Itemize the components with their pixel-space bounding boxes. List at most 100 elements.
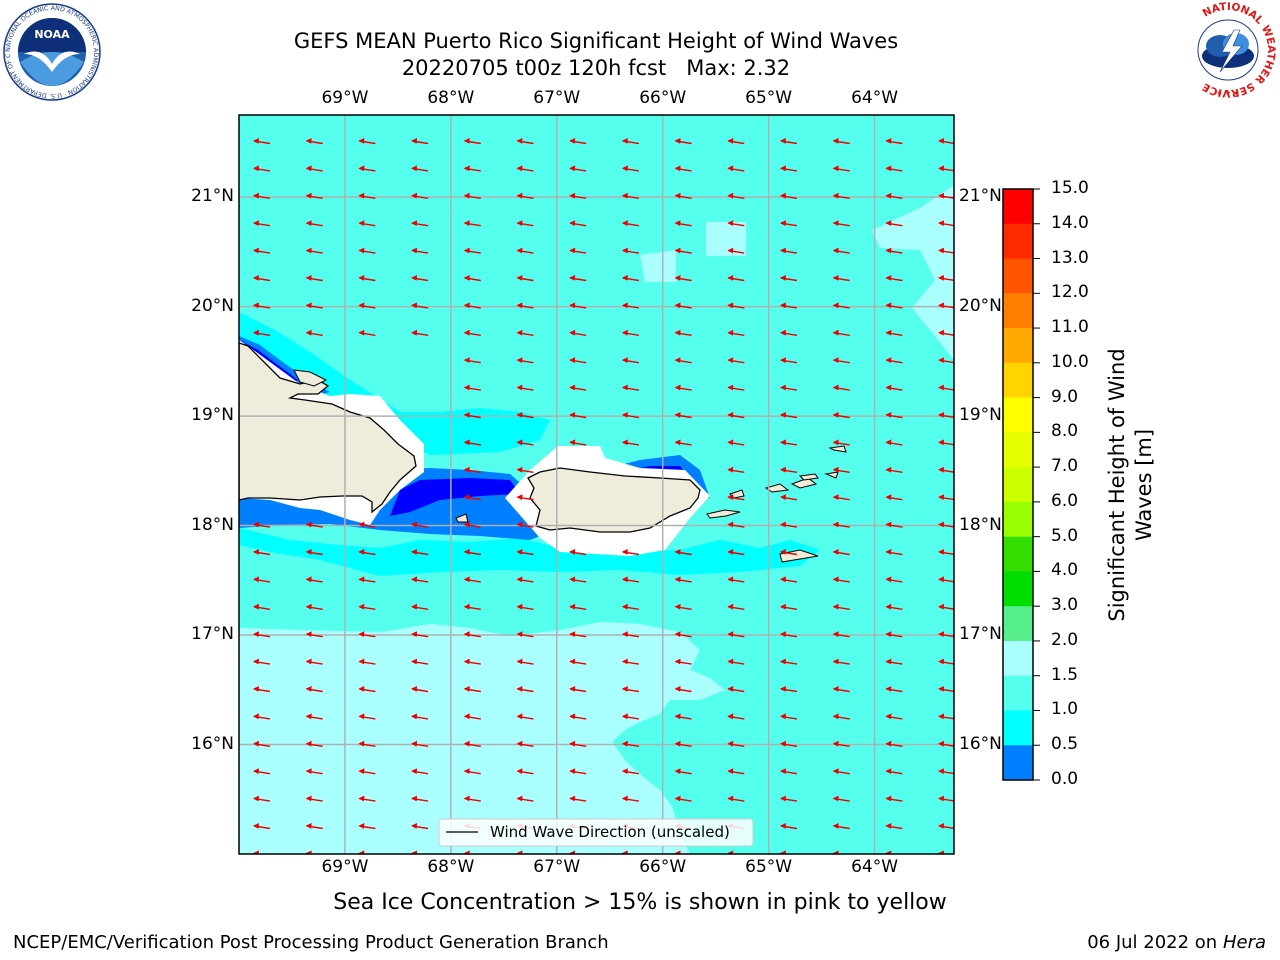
wave-direction-arrow [832, 412, 850, 419]
wave-direction-arrow [358, 740, 376, 747]
wave-direction-arrow [516, 494, 534, 501]
wave-direction-arrow [516, 165, 534, 172]
wave-direction-arrow [727, 247, 745, 254]
wave-direction-arrow [516, 686, 534, 693]
colorbar-tick-label: 7.0 [1051, 456, 1079, 477]
wave-direction-arrow [463, 466, 481, 473]
wave-direction-arrow [463, 357, 481, 364]
wave-direction-arrow [358, 247, 376, 254]
wave-direction-arrow [463, 247, 481, 254]
wave-direction-arrow [463, 576, 481, 583]
wave-direction-arrow [885, 603, 903, 610]
wave-direction-arrow [411, 329, 429, 336]
top-lon-tick-label: 67°W [533, 88, 581, 108]
wave-direction-arrow [411, 686, 429, 693]
wave-direction-arrow [885, 357, 903, 364]
wave-direction-arrow [305, 740, 323, 747]
colorbar-band [1003, 397, 1033, 433]
wave-direction-arrow [674, 768, 692, 775]
colorbar-tick-label: 0.0 [1051, 769, 1079, 789]
wave-direction-arrow [463, 521, 481, 528]
wave-direction-arrow [727, 795, 745, 802]
wave-direction-arrow [621, 357, 640, 364]
land-vieques [706, 509, 741, 519]
left-lat-tick-label: 18°N [191, 514, 234, 535]
wave-direction-arrow [832, 549, 850, 556]
wave-direction-arrow [832, 165, 850, 172]
wave-direction-arrow [358, 768, 376, 775]
wave-direction-arrow [938, 713, 954, 720]
wave-direction-arrow [832, 658, 850, 665]
colorbar-band [1003, 501, 1033, 538]
wave-direction-arrow [674, 357, 692, 364]
wave-direction-arrow [727, 384, 745, 391]
wave-direction-arrow [780, 603, 798, 610]
wave-direction-arrow [727, 466, 745, 473]
colorbar-band [1003, 571, 1033, 607]
wave-direction-arrow [674, 138, 692, 145]
right-lat-tick-label: 20°N [959, 295, 1002, 316]
wave-direction-arrow [358, 823, 376, 830]
wave-direction-arrow [253, 138, 271, 145]
contour-2-3m-patch-1 [706, 222, 746, 256]
colorbar-tick-label: 10.0 [1051, 351, 1089, 372]
wave-direction-arrow [674, 165, 692, 172]
wave-direction-arrow [885, 521, 903, 528]
wave-direction-arrow [938, 631, 954, 638]
wave-direction-arrow [621, 412, 640, 419]
wave-direction-arrow [621, 686, 640, 693]
wave-direction-arrow [253, 686, 271, 693]
wave-direction-arrow [938, 740, 954, 747]
wave-direction-arrow [885, 329, 903, 336]
wave-direction-arrow [621, 275, 640, 282]
wave-direction-arrow [832, 439, 850, 446]
wave-direction-arrow [727, 439, 745, 446]
wave-direction-arrow [305, 521, 323, 528]
noaa-logo: NATIONAL OCEANIC AND ATMOSPHERIC ADMINIS… [2, 2, 101, 101]
wave-direction-arrow [463, 220, 481, 227]
wave-direction-arrow [253, 220, 271, 227]
wave-direction-arrow [569, 302, 587, 309]
wave-direction-arrow [411, 220, 429, 227]
wave-direction-arrow [674, 713, 692, 720]
wave-direction-arrow [305, 138, 323, 145]
wave-direction-arrow [832, 329, 850, 336]
wave-direction-arrow [674, 576, 692, 583]
wave-direction-arrow [885, 823, 903, 830]
wave-direction-arrow [411, 247, 429, 254]
wave-direction-arrow [411, 768, 429, 775]
colorbar-band [1003, 710, 1033, 746]
wave-direction-arrow [569, 247, 587, 254]
colorbar-tick-label: 8.0 [1051, 421, 1079, 442]
land-mona-island [455, 513, 469, 523]
footer-right: 06 Jul 2022 on Hera [1087, 932, 1266, 953]
wave-direction-arrow [411, 521, 429, 528]
land-st-john [790, 477, 818, 489]
wave-direction-arrow [463, 302, 481, 309]
colorbar-frame [1002, 188, 1034, 781]
wave-direction-arrow [516, 439, 534, 446]
wave-direction-arrow [727, 275, 745, 282]
wave-direction-arrow [569, 686, 587, 693]
wave-direction-arrow [569, 220, 587, 227]
wave-direction-arrow [832, 576, 850, 583]
top-lon-tick-label: 66°W [639, 88, 687, 108]
wave-direction-arrow [780, 275, 798, 282]
wave-direction-arrow [358, 275, 376, 282]
wave-direction-arrow [780, 631, 798, 638]
wave-direction-arrow [832, 192, 850, 199]
wave-direction-arrow [305, 603, 323, 610]
left-lat-tick-label: 17°N [191, 624, 234, 645]
right-lat-tick-label: 16°N [959, 733, 1002, 754]
chart-title: GEFS MEAN Puerto Rico Significant Height… [293, 29, 899, 53]
wave-direction-arrow [358, 658, 376, 665]
colorbar-tick-label: 14.0 [1051, 212, 1089, 233]
wave-direction-arrow [780, 549, 798, 556]
noaa-logo-text: NOAA [34, 28, 70, 41]
wave-direction-arrow [516, 740, 534, 747]
wave-direction-arrow [938, 439, 954, 446]
wave-direction-arrow [938, 576, 954, 583]
right-lat-tick-label: 21°N [959, 186, 1002, 207]
wave-direction-arrow [411, 576, 429, 583]
wave-direction-arrow [938, 823, 954, 830]
